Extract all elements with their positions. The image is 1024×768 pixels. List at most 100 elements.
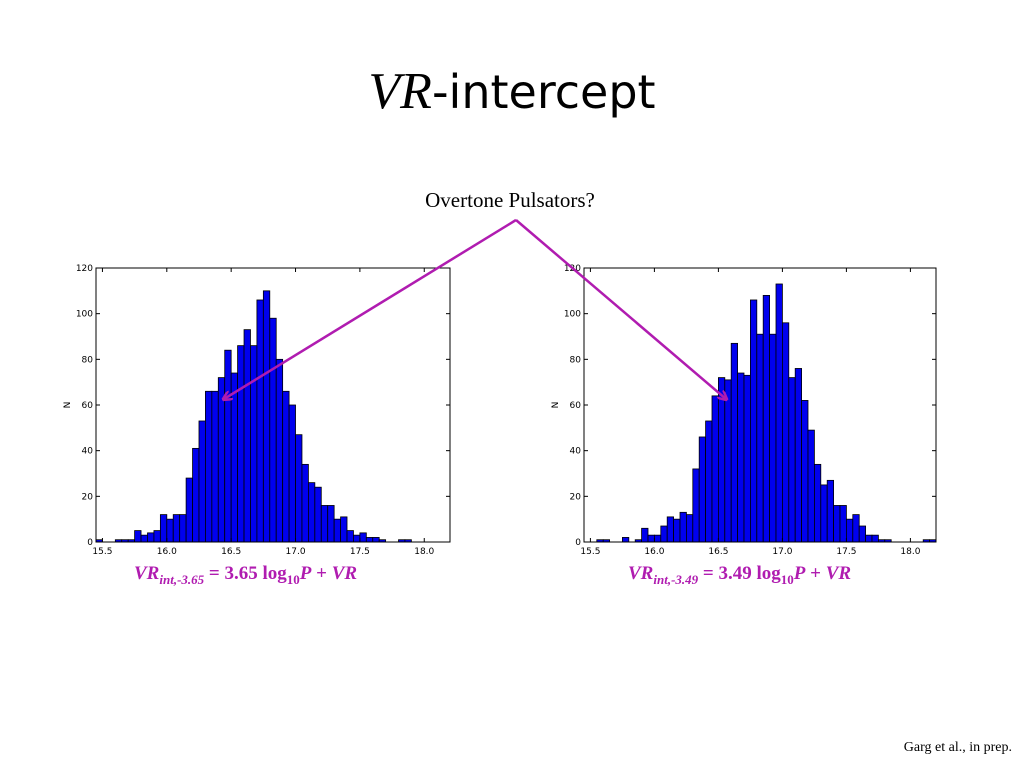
x-tick-label-left: 15.5 (92, 547, 112, 557)
x-tick-label-right: 18.0 (900, 547, 920, 557)
histogram-bar-right (750, 299, 758, 543)
x-tick-label-left: 16.0 (157, 547, 177, 557)
histogram-bar-right (743, 374, 751, 543)
histogram-bar-left (320, 505, 329, 543)
y-tick-label-right: 60 (570, 401, 582, 411)
formula-left-eq: = 3.65 log (204, 563, 287, 584)
slide-title: VR-intercept (0, 62, 1024, 121)
histogram-bar-right (647, 534, 655, 543)
histogram-bar-right (698, 436, 707, 543)
x-tick-label-left: 16.5 (221, 547, 241, 557)
histogram-bar-right (814, 463, 822, 543)
histogram-bar-right (686, 514, 694, 543)
x-tick-label-right: 15.5 (580, 547, 600, 557)
y-tick-label-left: 20 (82, 492, 94, 502)
histogram-bar-right (724, 379, 732, 543)
histogram-bar-right (679, 511, 687, 543)
formula-right: VRint,-3.49 = 3.49 log10P + VR (628, 563, 851, 588)
formula-left-lhs: VR (134, 563, 160, 584)
y-tick-label-left: 60 (82, 401, 94, 411)
y-tick-label-left: 120 (76, 264, 93, 274)
histogram-bar-left (307, 482, 316, 543)
histogram-bar-left (243, 329, 251, 543)
histogram-bar-left (353, 534, 361, 543)
histogram-bar-right (839, 505, 847, 543)
formula-left-p: P (299, 563, 312, 584)
histogram-bar-right (737, 372, 745, 543)
x-tick-label-left: 18.0 (414, 547, 434, 557)
annotation-overtone-pulsators: Overtone Pulsators? (425, 188, 595, 212)
histogram-bar-left (288, 404, 296, 543)
histogram-bar-right (826, 479, 835, 543)
histogram-bar-right (794, 368, 803, 543)
y-tick-label-left: 80 (82, 355, 94, 365)
y-tick-label-right: 80 (570, 355, 582, 365)
formula-right-eq: = 3.49 log (698, 563, 781, 584)
histogram-bar-left (198, 420, 206, 543)
histogram-bar-left (179, 514, 187, 543)
histogram-bar-left (372, 537, 380, 543)
formula-left-plus: + (311, 563, 332, 584)
histogram-bar-left (250, 345, 258, 543)
histogram-bar-right (730, 342, 739, 543)
histogram-bar-left (205, 390, 213, 543)
histogram-bar-right (718, 377, 726, 543)
histogram-bar-left (295, 434, 303, 543)
formula-right-sub: int,-3.49 (653, 571, 699, 587)
y-tick-label-right: 0 (575, 538, 581, 548)
x-tick-label-right: 17.5 (836, 547, 856, 557)
formula-left: VRint,-3.65 = 3.65 log10P + VR (134, 563, 357, 588)
histogram-bar-left (314, 486, 322, 543)
histogram-bar-left (340, 516, 348, 543)
histogram-bar-right (782, 322, 790, 543)
histogram-bar-right (666, 516, 675, 543)
x-tick-label-left: 17.5 (350, 547, 370, 557)
annotation-arrow-left (224, 218, 517, 399)
histogram-bar-right (762, 294, 771, 543)
x-tick-label-right: 17.0 (772, 547, 792, 557)
histogram-bar-left (359, 532, 367, 543)
annotation-arrow-right (515, 219, 726, 399)
y-tick-label-right: 20 (570, 492, 582, 502)
histogram-bar-right (788, 377, 796, 543)
histogram-bar-left (166, 518, 174, 543)
formula-left-sub2: 10 (286, 571, 300, 587)
y-tick-label-left: 0 (87, 538, 93, 548)
histogram-bar-right (820, 484, 828, 543)
formula-left-sub: int,-3.65 (159, 571, 205, 587)
histogram-bar-left (327, 505, 335, 543)
histogram-bar-right (852, 514, 860, 543)
y-tick-label-right: 40 (570, 447, 582, 457)
y-axis-label-right: N (551, 402, 561, 409)
histogram-bar-right (846, 518, 854, 543)
histogram-bar-left (211, 390, 219, 543)
formula-right-lhs: VR (628, 563, 654, 584)
x-tick-label-left: 17.0 (286, 547, 306, 557)
histogram-bar-right (865, 534, 873, 543)
histogram-bar-right (660, 525, 668, 543)
histogram-bar-left (230, 372, 238, 543)
histogram-bar-left (140, 534, 148, 543)
histogram-bar-left (224, 349, 232, 543)
histogram-bar-right (622, 537, 630, 543)
histogram-bar-left (282, 390, 290, 543)
histogram-bar-left (134, 530, 142, 543)
histogram-bar-right (769, 333, 777, 543)
histogram-bar-left (365, 537, 374, 543)
histogram-bar-left (256, 299, 264, 543)
histogram-bar-right (775, 283, 783, 543)
y-tick-label-right: 100 (564, 310, 581, 320)
formula-right-p: P (793, 563, 806, 584)
histogram-bar-right (705, 420, 713, 543)
formula-right-sub2: 10 (780, 571, 794, 587)
formula-right-vr: VR (825, 563, 852, 584)
histogram-bar-right (654, 534, 662, 543)
slide-title-italic: VR (368, 63, 432, 120)
histogram-bar-left (217, 377, 226, 543)
y-tick-label-left: 40 (82, 447, 94, 457)
histogram-bar-left (172, 514, 181, 543)
histogram-bar-left (159, 514, 168, 543)
histogram-bar-right (756, 333, 764, 543)
histogram-bar-left (301, 463, 309, 543)
